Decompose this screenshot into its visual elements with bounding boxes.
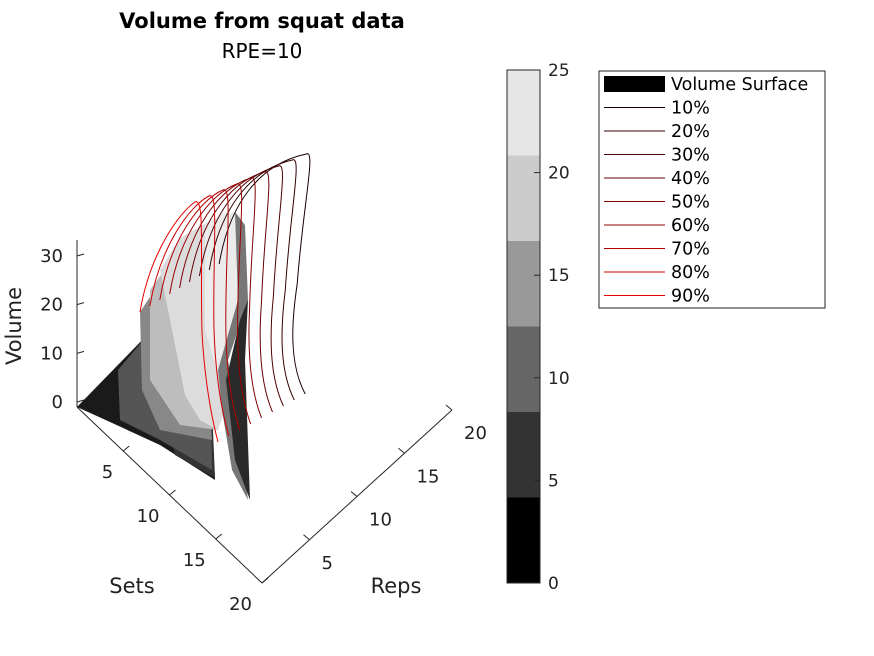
legend-swatch — [604, 76, 665, 92]
y-tick-mark — [350, 491, 358, 497]
axes-3d: 0 10 20 30 5 10 15 20 5 10 15 20 Volume Sets Reps — [2, 240, 487, 615]
chart-subtitle: RPE=10 — [222, 39, 303, 63]
contour-line — [198, 165, 284, 407]
colorbar-frame — [506, 69, 541, 584]
z-tick-label: 0 — [52, 392, 63, 413]
contour-line — [189, 171, 273, 413]
colorbar-tick-label: 20 — [548, 164, 570, 184]
legend-box — [598, 70, 826, 309]
x-tick-mark — [122, 445, 130, 452]
x-tick-label: 10 — [137, 506, 160, 527]
colorbar-tick-label: 5 — [548, 471, 559, 491]
legend-label: Volume Surface — [671, 75, 808, 95]
y-tick-label: 15 — [417, 466, 440, 487]
legend-label: 80% — [671, 263, 710, 283]
contour-line — [218, 153, 311, 395]
y-tick-label: 5 — [322, 553, 333, 574]
legend-label: 70% — [671, 240, 710, 260]
legend-label: 30% — [671, 146, 710, 166]
y-tick-mark — [398, 447, 405, 454]
y-tick-label: 20 — [464, 423, 487, 444]
legend: Volume Surface 10% 20% 30% 40% 50% 60% 70% 80% 90… — [598, 70, 826, 309]
z-ticks: 0 10 20 30 — [40, 246, 85, 413]
colorbar: 0 5 10 15 20 25 — [506, 61, 570, 594]
legend-label: 90% — [671, 287, 710, 307]
y-tick-mark — [303, 534, 310, 541]
z-tick-mark — [76, 350, 85, 354]
x-axis-label: Sets — [109, 574, 154, 598]
chart-title: Volume from squat data — [119, 9, 405, 33]
legend-label: 60% — [671, 216, 710, 236]
contour-line — [179, 177, 263, 419]
surface-fold-dark — [226, 300, 250, 500]
colorbar-tick-label: 10 — [548, 369, 570, 389]
x-tick-label: 5 — [102, 462, 113, 483]
colorbar-band — [507, 497, 540, 583]
x-tick-label: 15 — [183, 550, 206, 571]
legend-label: 50% — [671, 193, 710, 213]
colorbar-tick-label: 15 — [548, 266, 570, 286]
z-tick-label: 10 — [40, 343, 63, 364]
colorbar-tick-label: 0 — [548, 574, 559, 594]
surface-fold — [218, 212, 248, 500]
y-ticks: 5 10 15 20 — [303, 404, 487, 574]
z-axis-label: Volume — [2, 287, 26, 365]
z-tick-mark — [76, 399, 85, 403]
colorbar-band — [507, 155, 540, 241]
colorbar-band — [507, 412, 540, 498]
volume-surface — [77, 212, 250, 500]
contour-line — [149, 195, 230, 437]
legend-label: 40% — [671, 169, 710, 189]
contour-lines — [139, 153, 311, 443]
y-axis-label: Reps — [371, 574, 422, 598]
x-tick-label: 20 — [229, 594, 252, 615]
y-tick-mark — [445, 404, 453, 411]
x-tick-mark — [169, 489, 176, 496]
contour-line — [159, 189, 241, 431]
colorbar-tick-label: 25 — [548, 61, 570, 81]
x-tick-mark — [215, 533, 223, 540]
z-tick-label: 20 — [40, 295, 63, 316]
legend-label: 20% — [671, 122, 710, 142]
y-tick-label: 10 — [369, 510, 392, 531]
z-tick-mark — [76, 253, 85, 257]
colorbar-band — [507, 70, 540, 156]
colorbar-band — [507, 241, 540, 327]
z-tick-mark — [76, 302, 85, 306]
contour-line — [208, 159, 297, 401]
colorbar-band — [507, 326, 540, 412]
contour-line — [139, 201, 219, 443]
legend-label: 10% — [671, 99, 710, 119]
contour-line — [169, 183, 252, 425]
z-tick-label: 30 — [40, 246, 63, 267]
x-ticks: 5 10 15 20 — [102, 445, 269, 615]
x-tick-mark — [261, 577, 269, 584]
